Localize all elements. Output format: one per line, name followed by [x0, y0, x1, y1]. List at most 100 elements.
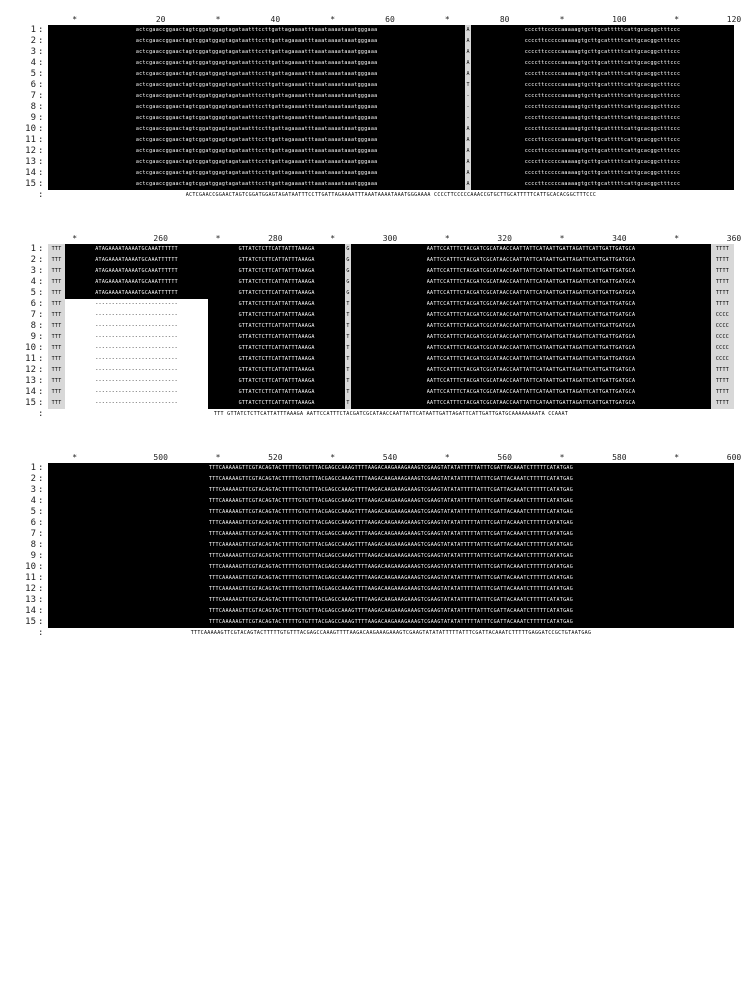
ruler-row: *500*520*540*560*580*600 — [8, 448, 734, 462]
ruler-tick: * — [445, 234, 450, 243]
row-label: 13 — [8, 596, 38, 605]
sequence-segment: TTTT — [711, 365, 734, 376]
colon: : — [38, 344, 48, 353]
sequence-segment: actcgaaccggaactagtcggatggagtagataatttcct… — [48, 80, 465, 91]
consensus-row: :TTT GTTATCTCTTCATTATTTAAAGA AATTCCATTTC… — [8, 409, 734, 420]
sequence-segment: TTTCAAAAAGTTCGTACAGTACTTTTTGTGTTTACGAGCC… — [48, 628, 734, 639]
row-label: 4 — [8, 497, 38, 506]
row-label: 7 — [8, 92, 38, 101]
sequence-segment: ------------------------- — [65, 299, 208, 310]
sequence-segment: TTTT — [711, 387, 734, 398]
sequence-wrap: TTTCAAAAAGTTCGTACAGTACTTTTTGTGTTTACGAGCC… — [48, 562, 734, 573]
colon: : — [38, 267, 48, 276]
colon: : — [38, 585, 48, 594]
colon: : — [38, 377, 48, 386]
sequence-segment: TTTT — [711, 376, 734, 387]
colon: : — [38, 618, 48, 627]
sequence-segment: GTTATCTCTTCATTATTTAAAGA — [208, 299, 345, 310]
ruler-tick: * — [560, 453, 565, 462]
ruler-tick: 60 — [385, 15, 395, 24]
sequence-wrap: actcgaaccggaactagtcggatggagtagataatttcct… — [48, 168, 734, 179]
colon: : — [38, 464, 48, 473]
sequence-row: 7:actcgaaccggaactagtcggatggagtagataatttc… — [8, 91, 734, 102]
colon: : — [38, 278, 48, 287]
row-label: 10 — [8, 563, 38, 572]
row-label: 12 — [8, 366, 38, 375]
sequence-wrap: TTTATAGAAAATAAAATGCAAATTTTTTGTTATCTCTTCA… — [48, 266, 734, 277]
row-label: 4 — [8, 278, 38, 287]
sequence-segment: ccccttcccccaaaaagtgcttgcatttttcattgcacgg… — [471, 179, 734, 190]
sequence-wrap: TTT-------------------------GTTATCTCTTCA… — [48, 332, 734, 343]
sequence-row: 4:actcgaaccggaactagtcggatggagtagataatttc… — [8, 58, 734, 69]
sequence-segment: GTTATCTCTTCATTATTTAAAGA — [208, 266, 345, 277]
sequence-segment: TTTCAAAAAGTTCGTACAGTACTTTTTGTGTTTACGAGCC… — [48, 485, 734, 496]
sequence-row: 1:actcgaaccggaactagtcggatggagtagataatttc… — [8, 25, 734, 36]
sequence-row: 13:actcgaaccggaactagtcggatggagtagataattt… — [8, 157, 734, 168]
sequence-segment: TTTCAAAAAGTTCGTACAGTACTTTTTGTGTTTACGAGCC… — [48, 562, 734, 573]
sequence-segment: TTT — [48, 398, 65, 409]
sequence-segment: CCCC — [711, 321, 734, 332]
sequence-segment: AATTCCATTTCTACGATCGCATAACCAATTATTCATAATT… — [351, 354, 711, 365]
alignment-panel: *260*280*300*320*340*3601:TTTATAGAAAATAA… — [8, 229, 734, 420]
row-label: 1 — [8, 26, 38, 35]
ruler-tick: 340 — [612, 234, 626, 243]
row-label: 2 — [8, 37, 38, 46]
sequence-segment: actcgaaccggaactagtcggatggagtagataatttcct… — [48, 124, 465, 135]
colon: : — [38, 70, 48, 79]
sequence-row: 15:TTTCAAAAAGTTCGTACAGTACTTTTTGTGTTTACGA… — [8, 617, 734, 628]
consensus-row: :ACTCGAACCGGAACTAGTCGGATGGAGTAGATAATTTCC… — [8, 190, 734, 201]
sequence-segment: AATTCCATTTCTACGATCGCATAACCAATTATTCATAATT… — [351, 255, 711, 266]
sequence-row: 3:TTTCAAAAAGTTCGTACAGTACTTTTTGTGTTTACGAG… — [8, 485, 734, 496]
sequence-segment: ATAGAAAATAAAATGCAAATTTTTT — [65, 277, 208, 288]
sequence-segment: CCCC — [711, 310, 734, 321]
sequence-segment: TTTT — [711, 277, 734, 288]
sequence-segment: AATTCCATTTCTACGATCGCATAACCAATTATTCATAATT… — [351, 310, 711, 321]
ruler-tick: * — [330, 234, 335, 243]
sequence-wrap: TTT-------------------------GTTATCTCTTCA… — [48, 365, 734, 376]
sequence-wrap: ACTCGAACCGGAACTAGTCGGATGGAGTAGATAATTTCCT… — [48, 190, 734, 201]
sequence-segment: GTTATCTCTTCATTATTTAAAGA — [208, 310, 345, 321]
ruler-tick: * — [560, 234, 565, 243]
sequence-segment: ------------------------- — [65, 310, 208, 321]
sequence-row: 1:TTTCAAAAAGTTCGTACAGTACTTTTTGTGTTTACGAG… — [8, 463, 734, 474]
sequence-segment: GTTATCTCTTCATTATTTAAAGA — [208, 365, 345, 376]
row-label: 11 — [8, 355, 38, 364]
row-label: 12 — [8, 585, 38, 594]
colon: : — [38, 180, 48, 189]
sequence-segment: TTT — [48, 332, 65, 343]
sequence-segment: GTTATCTCTTCATTATTTAAAGA — [208, 332, 345, 343]
ruler-tick: * — [674, 15, 679, 24]
row-label: 8 — [8, 322, 38, 331]
colon: : — [38, 410, 48, 419]
row-label: 6 — [8, 519, 38, 528]
sequence-row: 7:TTTCAAAAAGTTCGTACAGTACTTTTTGTGTTTACGAG… — [8, 529, 734, 540]
sequence-segment: TTTT — [711, 244, 734, 255]
sequence-row: 15:TTT-------------------------GTTATCTCT… — [8, 398, 734, 409]
ruler-tick: 100 — [612, 15, 626, 24]
sequence-segment: GTTATCTCTTCATTATTTAAAGA — [208, 277, 345, 288]
sequence-row: 13:TTT-------------------------GTTATCTCT… — [8, 376, 734, 387]
sequence-wrap: actcgaaccggaactagtcggatggagtagataatttcct… — [48, 58, 734, 69]
sequence-segment: TTT — [48, 354, 65, 365]
sequence-wrap: TTTCAAAAAGTTCGTACAGTACTTTTTGTGTTTACGAGCC… — [48, 628, 734, 639]
row-label: 5 — [8, 508, 38, 517]
sequence-wrap: TTTCAAAAAGTTCGTACAGTACTTTTTGTGTTTACGAGCC… — [48, 507, 734, 518]
sequence-segment: ------------------------- — [65, 354, 208, 365]
colon: : — [38, 147, 48, 156]
consensus-row: :TTTCAAAAAGTTCGTACAGTACTTTTTGTGTTTACGAGC… — [8, 628, 734, 639]
sequence-wrap: TTT-------------------------GTTATCTCTTCA… — [48, 354, 734, 365]
sequence-wrap: TTT-------------------------GTTATCTCTTCA… — [48, 398, 734, 409]
ruler-tick: * — [445, 15, 450, 24]
sequence-segment: GTTATCTCTTCATTATTTAAAGA — [208, 288, 345, 299]
sequence-row: 9:TTT-------------------------GTTATCTCTT… — [8, 332, 734, 343]
ruler: *500*520*540*560*580*600 — [46, 448, 734, 462]
colon: : — [38, 289, 48, 298]
sequence-wrap: TTTCAAAAAGTTCGTACAGTACTTTTTGTGTTTACGAGCC… — [48, 573, 734, 584]
sequence-row: 9:actcgaaccggaactagtcggatggagtagataatttc… — [8, 113, 734, 124]
sequence-wrap: TTT-------------------------GTTATCTCTTCA… — [48, 376, 734, 387]
colon: : — [38, 552, 48, 561]
sequence-segment: TTT — [48, 343, 65, 354]
row-label: 11 — [8, 136, 38, 145]
sequence-wrap: actcgaaccggaactagtcggatggagtagataatttcct… — [48, 179, 734, 190]
row-label: 13 — [8, 158, 38, 167]
